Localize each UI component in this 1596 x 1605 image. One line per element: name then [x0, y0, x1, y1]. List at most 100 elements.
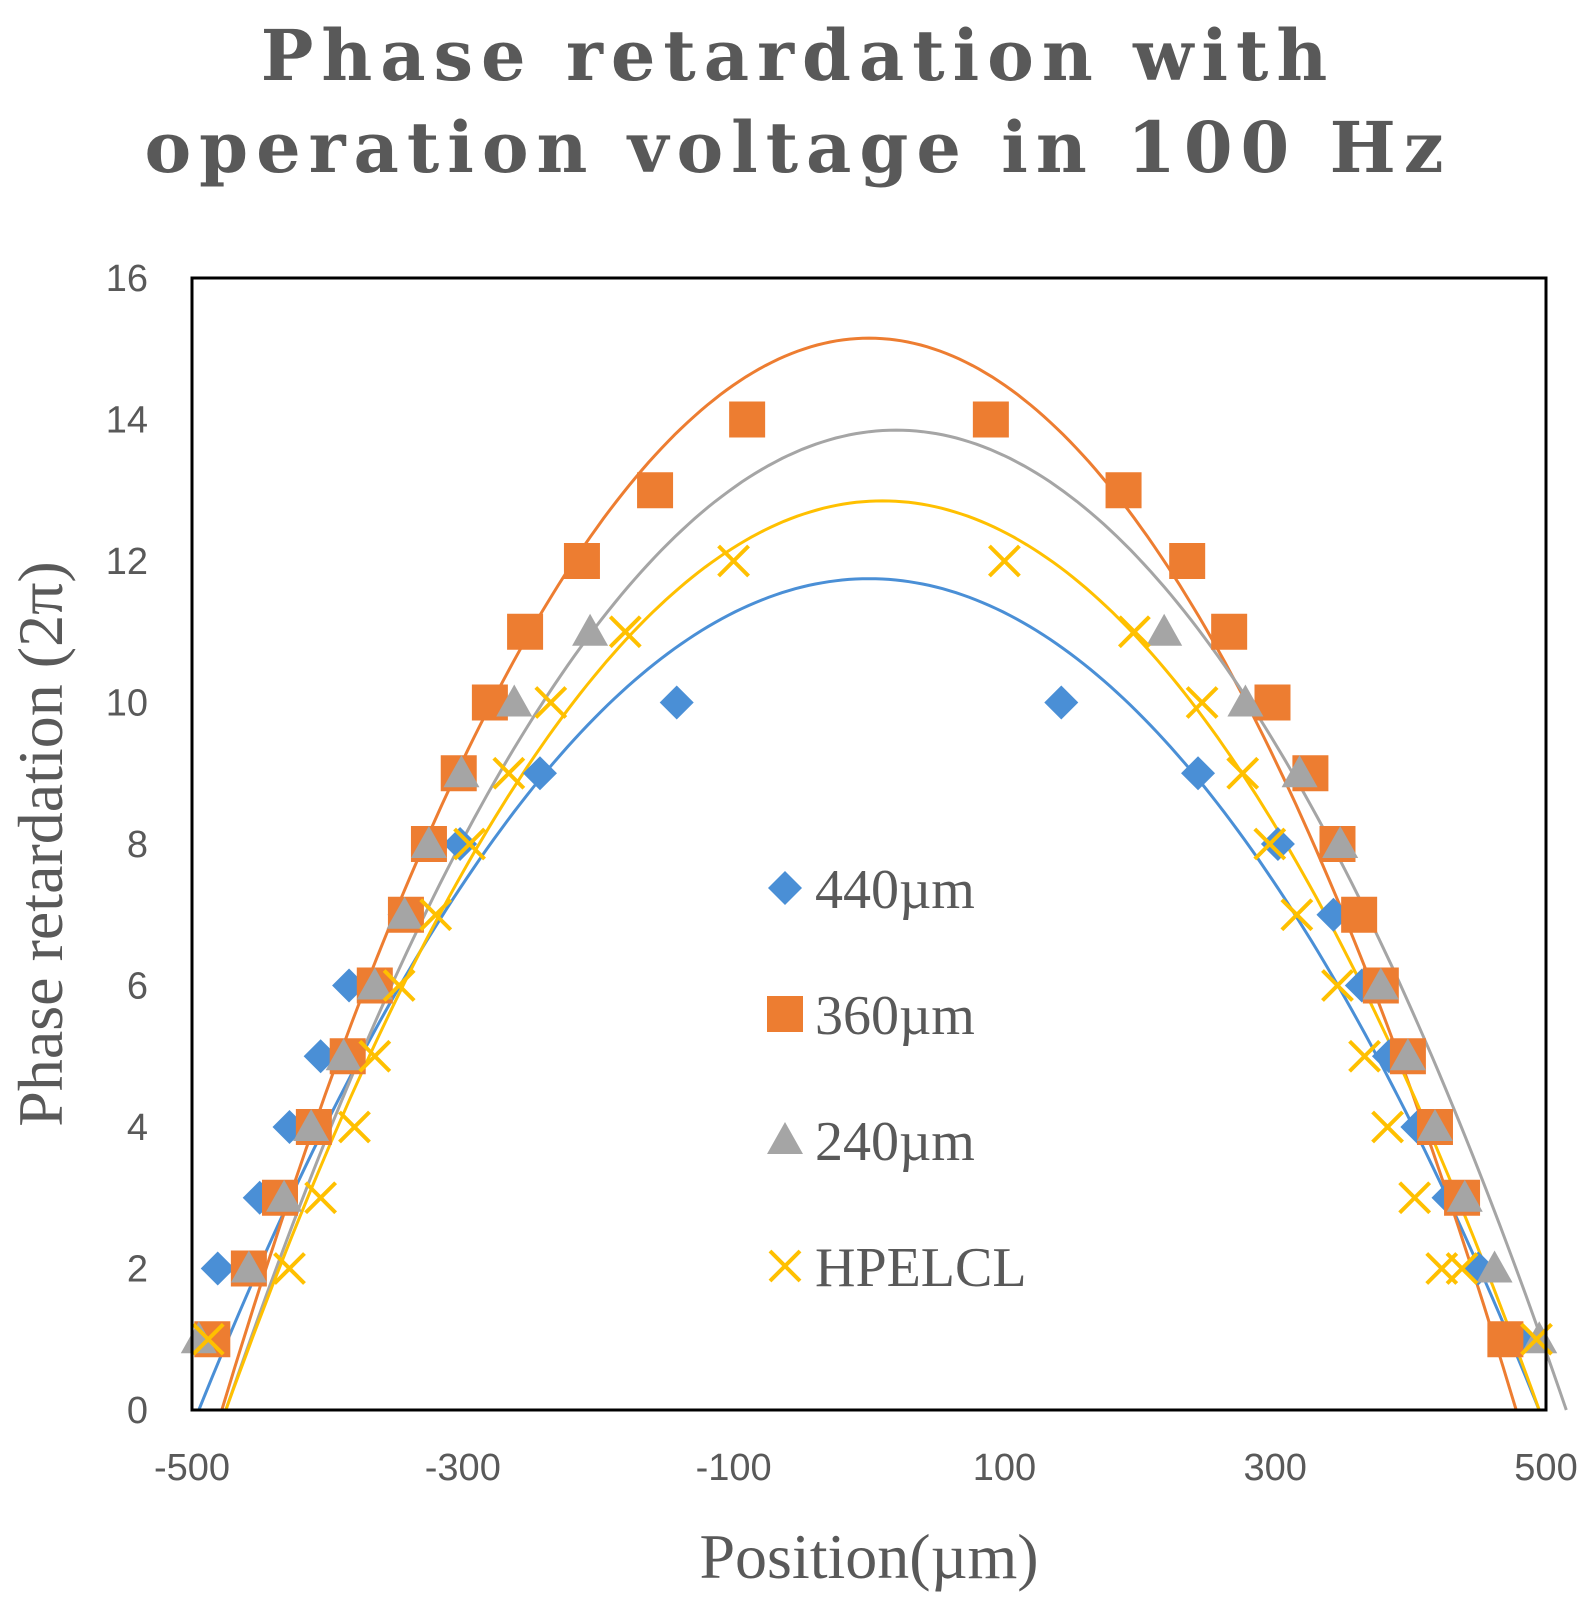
x-tick-label: -100 [696, 1447, 772, 1489]
data-point-x [1280, 898, 1314, 932]
data-point-x [1321, 969, 1354, 1002]
data-point-triangle [410, 826, 447, 858]
data-point-triangle [572, 613, 609, 646]
x-marker-stroke [453, 827, 486, 861]
data-point-x [717, 544, 751, 578]
data-point-x [338, 1110, 371, 1144]
data-point-square [1169, 543, 1206, 579]
data-point-triangle [1476, 1250, 1513, 1283]
data-point-triangle [386, 896, 423, 929]
data-point-x [987, 544, 1021, 578]
y-tick-label: 14 [106, 400, 148, 442]
y-tick-label: 4 [127, 1107, 148, 1149]
data-point-diamond [522, 756, 557, 791]
data-point-x [358, 1039, 392, 1073]
data-point-x [1348, 1039, 1381, 1073]
x-marker-stroke [1321, 969, 1354, 1002]
x-marker-stroke [608, 615, 642, 649]
y-tick-label: 16 [106, 258, 148, 300]
data-point-x [1398, 1181, 1432, 1215]
x-marker-stroke [1226, 756, 1260, 790]
data-point-diamond [1260, 827, 1295, 861]
data-point-square [1211, 613, 1248, 650]
data-point-x [304, 1181, 338, 1215]
data-point-x [1117, 615, 1151, 649]
y-tick-label: 8 [127, 824, 148, 866]
legend-marker-triangle [767, 1122, 803, 1154]
x-tick-label: -500 [154, 1447, 230, 1489]
x-axis-ticks: -500 -300 -100 100 300 500 [154, 1447, 1578, 1489]
x-marker-stroke [273, 1252, 306, 1285]
x-tick-label: 300 [1243, 1447, 1306, 1489]
data-point-x [419, 898, 453, 932]
x-marker-stroke [1253, 827, 1287, 861]
plot-area-frame [190, 276, 1548, 1412]
x-axis-title: Position(µm) [699, 1521, 1038, 1592]
y-tick-label: 2 [127, 1249, 148, 1291]
data-point-x [191, 1322, 225, 1356]
data-markers [180, 401, 1558, 1358]
data-point-diamond [659, 685, 694, 720]
x-marker-stroke [1348, 1039, 1381, 1073]
data-point-diamond [443, 827, 478, 861]
x-tick-label: -300 [425, 1447, 501, 1489]
data-point-diamond [1181, 756, 1216, 791]
x-tick-label: 500 [1514, 1447, 1577, 1489]
data-point-x [382, 969, 416, 1002]
data-point-square [1487, 1321, 1524, 1358]
data-point-triangle [230, 1250, 267, 1283]
x-marker-stroke [987, 544, 1021, 578]
data-point-triangle [443, 755, 480, 788]
x-marker-stroke [1445, 1252, 1479, 1285]
legend-label: HPELCL [815, 1237, 1027, 1299]
y-tick-label: 6 [127, 966, 148, 1008]
data-point-square [507, 613, 544, 650]
chart-title-line-2: operation voltage in 100 Hz [144, 106, 1452, 189]
data-point-triangle [356, 967, 393, 1000]
legend-marker-diamond [768, 871, 802, 905]
x-marker-stroke [419, 898, 453, 932]
x-marker-stroke [1398, 1181, 1432, 1215]
data-point-x [453, 827, 486, 861]
data-point-x [608, 615, 642, 649]
legend-label: 360µm [815, 985, 975, 1047]
x-marker-stroke [1280, 898, 1314, 932]
data-point-x [1371, 1110, 1404, 1144]
data-point-x [1253, 827, 1287, 861]
y-tick-label: 12 [106, 541, 148, 583]
x-marker-stroke [717, 544, 751, 578]
legend-marker-x [768, 1249, 802, 1283]
chart-title-line-1: Phase retardation with [260, 14, 1336, 97]
y-axis-ticks: 0 2 4 6 8 10 12 14 16 [106, 258, 148, 1432]
x-tick-label: 100 [973, 1447, 1036, 1489]
x-marker-stroke [534, 686, 568, 719]
legend: 440µm 360µm 240µm HPELCL [767, 859, 1027, 1299]
legend-label: 240µm [815, 1111, 975, 1173]
x-marker-stroke [492, 756, 526, 790]
x-marker-stroke [358, 1039, 392, 1073]
data-point-x [534, 686, 568, 719]
data-point-x [1226, 756, 1260, 790]
x-marker-stroke [304, 1181, 338, 1215]
x-marker-stroke [338, 1110, 371, 1144]
legend-marker-square [767, 996, 803, 1032]
x-marker-stroke [1185, 686, 1219, 719]
data-point-triangle [1146, 613, 1183, 646]
data-point-triangle [1227, 684, 1264, 717]
data-point-triangle [180, 1321, 217, 1354]
data-point-x [492, 756, 526, 790]
data-point-x [1185, 686, 1219, 719]
data-point-square [972, 401, 1009, 438]
data-point-triangle [1281, 755, 1318, 788]
y-tick-label: 10 [106, 683, 148, 725]
data-point-x [273, 1252, 306, 1285]
fit-curve-triangle [224, 428, 1568, 1411]
data-point-triangle [1362, 967, 1399, 1000]
x-marker-stroke [191, 1322, 225, 1356]
data-point-triangle [293, 1109, 330, 1141]
data-point-diamond [200, 1251, 235, 1286]
data-point-triangle [266, 1179, 303, 1212]
data-point-square [1341, 896, 1378, 933]
chart-title: Phase retardation with operation voltage… [0, 10, 1596, 194]
